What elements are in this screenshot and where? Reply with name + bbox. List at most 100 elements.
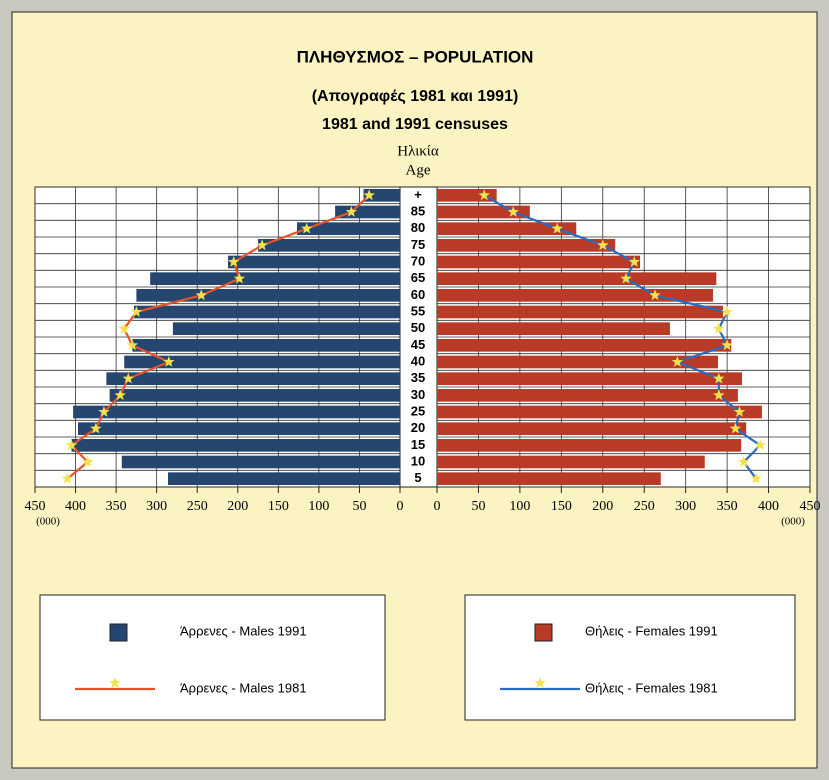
x-tick-label: 150	[551, 499, 572, 514]
x-tick-label: 100	[509, 499, 530, 514]
bar	[437, 422, 747, 435]
marker	[98, 406, 110, 417]
legend-label: Άρρενες - Males 1991	[180, 623, 307, 638]
y-tick-label: 85	[411, 203, 425, 218]
bar	[437, 355, 718, 369]
bar	[258, 239, 400, 252]
marker	[82, 456, 94, 467]
y-tick-label: 60	[411, 287, 425, 302]
y-tick-label: 80	[411, 220, 425, 235]
y-tick-label: +	[414, 187, 422, 202]
y-tick-label: 5	[414, 470, 421, 485]
marker	[733, 406, 746, 417]
marker	[750, 472, 762, 484]
x-tick-label: 0	[397, 499, 404, 514]
y-tick-label: 35	[411, 370, 425, 385]
marker	[126, 339, 138, 351]
y-tick-label: 20	[411, 420, 425, 435]
marker	[551, 222, 563, 234]
line	[66, 194, 370, 480]
y-tick-label: 55	[411, 303, 425, 318]
chart-title: ΠΛΗΘΥΣΜΟΣ – POPULATION	[297, 47, 534, 66]
subtitle: 1981 and 1991 censuses	[322, 116, 508, 133]
x-tick-label: 200	[592, 499, 613, 514]
x-tick-label: 300	[675, 499, 696, 514]
marker	[65, 439, 78, 451]
x-tick-label: 350	[106, 499, 127, 514]
bar	[121, 455, 401, 469]
x-tick-label: 200	[227, 499, 248, 514]
axis-label: Age	[406, 162, 431, 178]
marker	[256, 239, 268, 251]
x-tick-label: 100	[308, 499, 329, 514]
bar	[77, 422, 400, 435]
y-tick-label: 50	[411, 320, 425, 335]
x-tick-label: 450	[800, 499, 821, 514]
bar	[437, 322, 670, 335]
marker	[534, 677, 546, 688]
bar	[437, 339, 732, 352]
y-tick-label: 10	[411, 453, 425, 468]
marker	[118, 322, 130, 334]
legend-label: Άρρενες - Males 1981	[180, 680, 307, 695]
marker	[649, 289, 661, 301]
marker	[130, 306, 143, 317]
marker	[61, 472, 74, 484]
marker	[507, 206, 519, 217]
x-tick-label: 300	[146, 499, 167, 514]
marker	[597, 239, 609, 251]
marker	[671, 356, 684, 367]
marker	[163, 356, 175, 367]
unit-label: (000)	[781, 516, 805, 528]
marker	[233, 272, 246, 284]
marker	[713, 322, 725, 334]
bar	[437, 439, 742, 452]
bar	[296, 222, 400, 235]
line	[483, 194, 762, 480]
bar	[437, 239, 616, 252]
x-tick-label: 50	[471, 499, 485, 514]
bar	[228, 255, 400, 269]
y-tick-label: 40	[411, 353, 425, 368]
bar	[437, 405, 762, 419]
bar	[133, 305, 400, 319]
x-tick-label: 50	[352, 499, 366, 514]
x-tick-label: 400	[65, 499, 86, 514]
bar	[363, 189, 400, 202]
bar	[124, 355, 400, 369]
y-tick-label: 30	[411, 387, 425, 402]
x-tick-label: 250	[634, 499, 655, 514]
bar	[71, 439, 400, 452]
bar	[150, 272, 400, 285]
marker	[122, 372, 134, 384]
y-tick-label: 70	[411, 253, 425, 268]
bar	[106, 372, 400, 385]
x-tick-label: 400	[758, 499, 779, 514]
x-tick-label: 350	[717, 499, 738, 514]
bar	[437, 372, 743, 385]
bar	[437, 289, 714, 302]
x-tick-label: 0	[434, 499, 441, 514]
bar	[437, 222, 577, 235]
bar	[437, 455, 705, 469]
marker	[628, 256, 640, 267]
marker	[620, 272, 632, 284]
y-tick-label: 75	[411, 237, 425, 252]
marker	[90, 422, 102, 434]
bar	[136, 289, 400, 302]
bar	[437, 305, 723, 319]
marker	[754, 439, 766, 451]
marker	[478, 189, 490, 201]
legend	[39, 594, 386, 721]
marker	[363, 189, 375, 201]
marker	[729, 422, 742, 434]
y-tick-label: 15	[411, 437, 425, 452]
marker	[114, 389, 126, 401]
marker	[228, 256, 240, 267]
legend	[464, 594, 796, 721]
bar	[437, 255, 641, 269]
age-column	[399, 186, 438, 488]
bar	[437, 389, 738, 402]
bar	[109, 389, 400, 402]
